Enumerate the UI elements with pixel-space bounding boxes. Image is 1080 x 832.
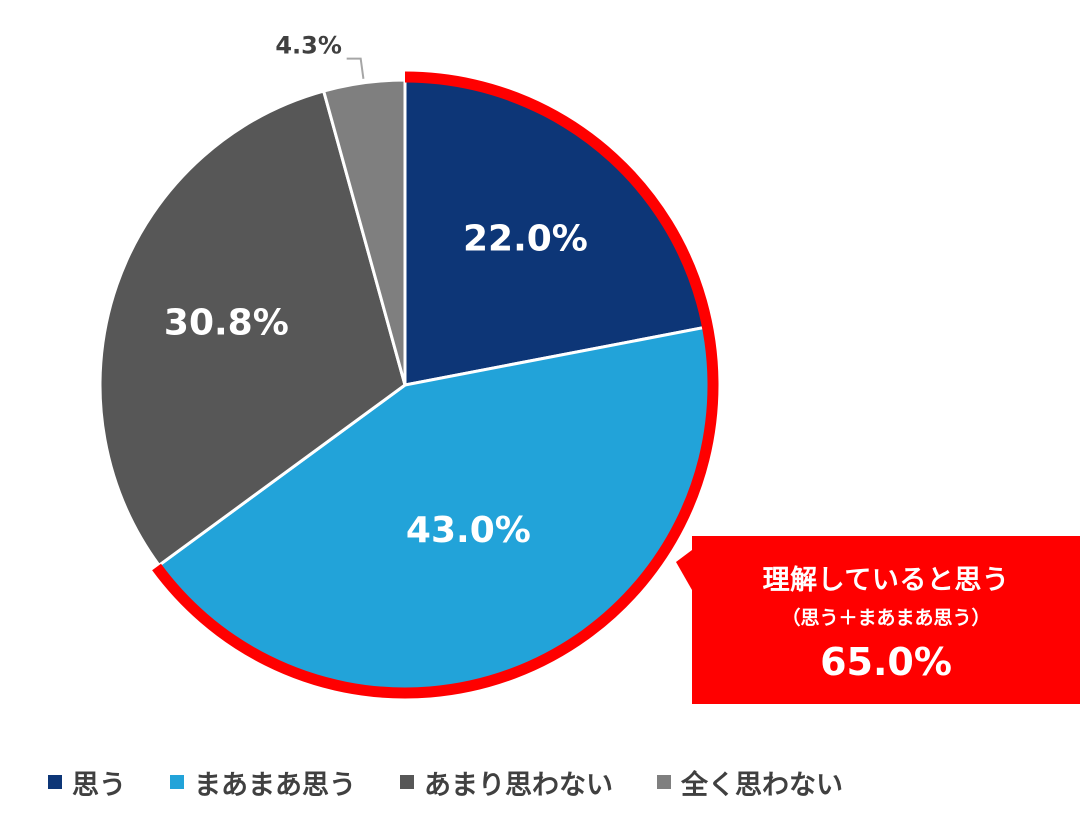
callout-value: 65.0% [820, 640, 952, 684]
callout-subtitle: （思う＋まあまあ思う） [781, 607, 991, 629]
slice-amari [98, 89, 407, 568]
highlight-arc [152, 71, 719, 699]
data-labels: 22.0% 43.0% 30.8% 4.3% [164, 31, 588, 550]
slice-mattaku [321, 78, 407, 386]
callout-title: 理解していると思う [762, 565, 1010, 596]
legend-label: 全く思わない [681, 769, 843, 801]
legend-item-omou: 思う [48, 763, 126, 802]
legend-label: 思う [72, 769, 126, 801]
legend-swatch [657, 775, 671, 789]
leader-line-zenku [346, 57, 365, 79]
legend-item-amari: あまり思わない [400, 763, 613, 802]
label-omou: 22.0% [463, 219, 588, 260]
legend-label: まあまあ思う [194, 769, 356, 801]
legend-label: あまり思わない [424, 769, 613, 801]
callout-pointer [676, 550, 692, 590]
label-mattaku: 4.3% [275, 31, 342, 59]
pie-slices [98, 78, 712, 692]
legend-item-mattaku: 全く思わない [657, 763, 843, 802]
label-amari: 30.8% [164, 302, 289, 343]
legend-swatch [170, 775, 184, 789]
callout-box: 理解していると思う （思う＋まあまあ思う） 65.0% [692, 536, 1080, 704]
legend-swatch [48, 775, 62, 789]
label-maamaa: 43.0% [406, 510, 531, 551]
legend-swatch [400, 775, 414, 789]
legend: 思う まあまあ思う あまり思わない 全く思わない [48, 762, 887, 802]
legend-item-maamaa: まあまあ思う [170, 763, 356, 802]
